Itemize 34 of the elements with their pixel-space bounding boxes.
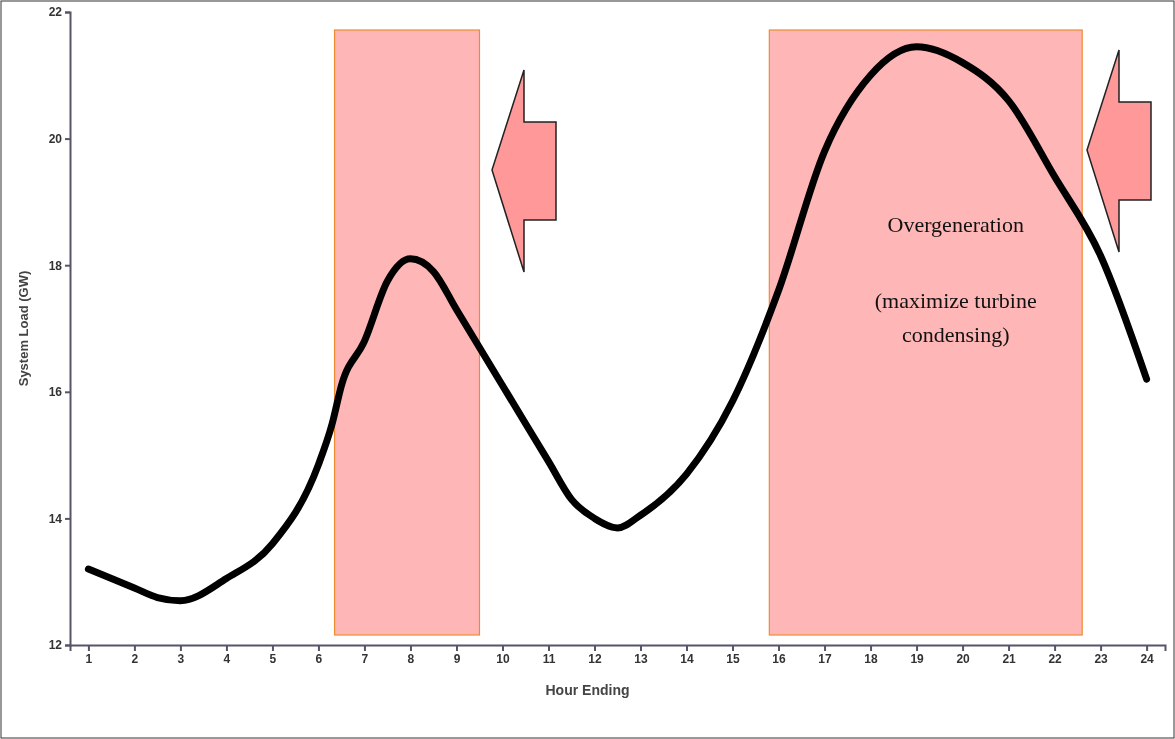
annotation: (maximize turbine condensing) [874, 288, 1037, 347]
x-tick-label: 4 [223, 651, 231, 666]
y-tick-label: 14 [48, 511, 63, 526]
x-tick-label: 5 [269, 651, 277, 666]
x-tick-label: 2 [131, 651, 139, 666]
annotation: Overgeneration [887, 212, 1024, 237]
x-tick-label: 3 [177, 651, 185, 666]
x-axis-title: Hour Ending [545, 682, 630, 698]
x-tick-label: 16 [772, 651, 787, 666]
x-tick-label: 21 [1002, 651, 1017, 666]
x-tick-label: 14 [680, 651, 695, 666]
x-tick-label: 18 [864, 651, 879, 666]
y-axis-title: System Load (GW) [16, 270, 31, 387]
x-tick-label: 20 [956, 651, 971, 666]
x-tick-label: 11 [542, 651, 556, 666]
y-tick-label: 20 [48, 131, 63, 146]
x-tick-label: 24 [1140, 651, 1155, 666]
x-tick-label: 7 [361, 651, 369, 666]
x-tick-label: 17 [818, 651, 833, 666]
x-tick-label: 12 [588, 651, 602, 666]
x-tick-label: 15 [726, 651, 741, 666]
y-tick-label: 18 [48, 258, 63, 273]
x-tick-label: 9 [453, 651, 461, 666]
x-tick-label: 13 [634, 651, 648, 666]
y-tick-label: 16 [48, 385, 63, 400]
x-tick-label: 8 [407, 651, 415, 666]
x-tick-label: 19 [910, 651, 925, 666]
y-tick-label: 12 [48, 638, 63, 653]
x-tick-label: 10 [496, 651, 510, 666]
x-tick-label: 1 [85, 651, 93, 666]
x-tick-label: 22 [1048, 651, 1063, 666]
x-tick-label: 6 [315, 651, 323, 666]
y-tick-label: 22 [48, 5, 63, 20]
x-tick-label: 23 [1094, 651, 1109, 666]
